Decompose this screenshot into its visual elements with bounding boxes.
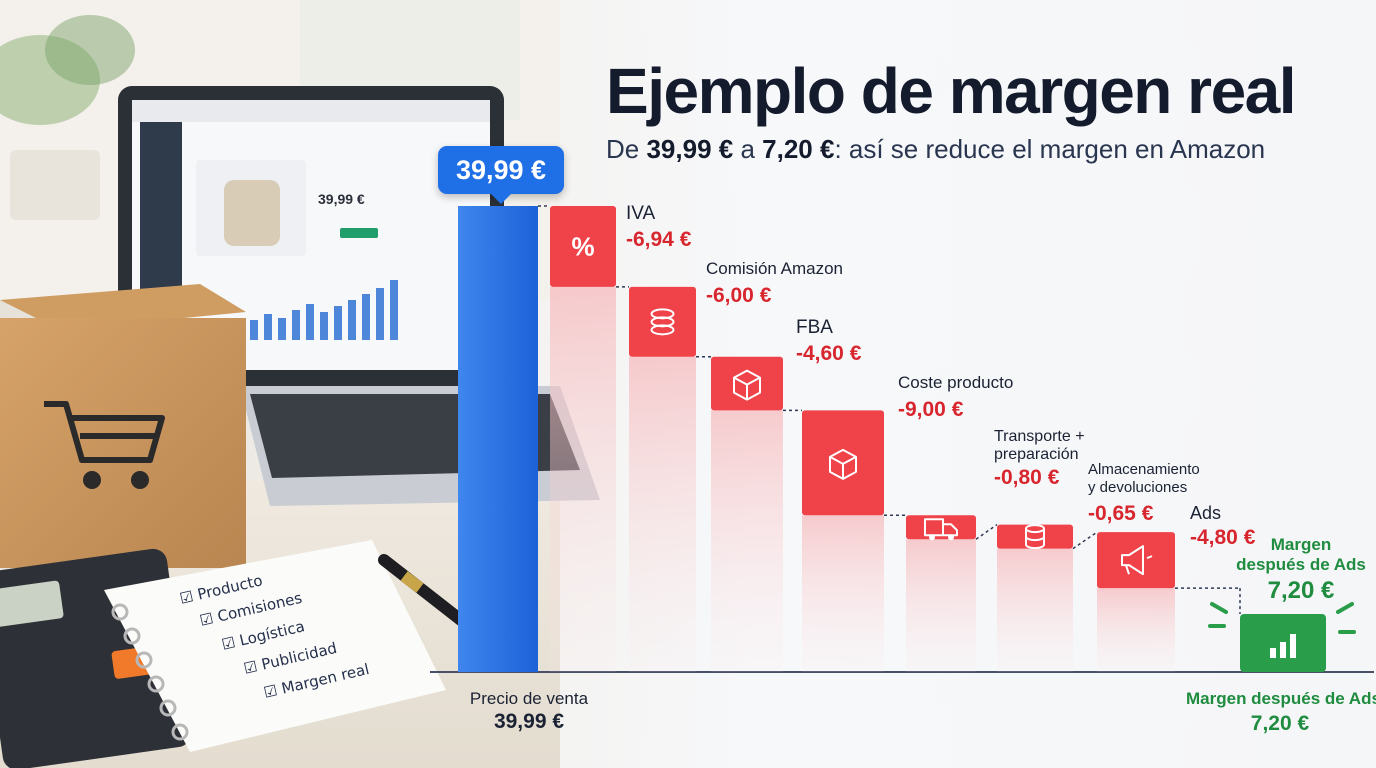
step-name: FBA	[796, 317, 833, 338]
bar-fade	[997, 548, 1073, 672]
start-value-bubble: 39,99 €	[438, 146, 564, 204]
margin-value: 7,20 €	[1267, 577, 1335, 604]
bar-chart-icon	[1290, 634, 1296, 658]
step-name: Coste producto	[898, 373, 1014, 392]
percent-icon: %	[571, 231, 594, 261]
bar-fade	[629, 356, 696, 672]
step-name: IVA	[626, 203, 656, 224]
bar-step	[1097, 532, 1175, 589]
page-title: Ejemplo de margen real	[606, 55, 1297, 127]
shopping-cart-icon	[44, 401, 165, 463]
cardboard-box	[0, 284, 246, 568]
step-value: -6,94 €	[626, 228, 692, 251]
margin-label: Margen	[1270, 535, 1332, 554]
coins-icon	[650, 324, 675, 336]
bar-fade	[1097, 588, 1175, 672]
megaphone-icon	[1146, 555, 1153, 560]
step-name: Ads	[1190, 503, 1222, 523]
bar-fade	[906, 539, 976, 672]
step-name: Comisión Amazon	[706, 259, 844, 278]
sparkle-mark	[1210, 602, 1228, 614]
step-value: -4,80 €	[1190, 526, 1256, 549]
megaphone-icon	[1121, 545, 1144, 576]
step-name: y devoluciones	[1088, 479, 1188, 496]
end-footer-value: 7,20 €	[1250, 712, 1310, 735]
database-icon	[1025, 536, 1045, 542]
end-footer-label: Margen después de Ads	[1186, 689, 1376, 708]
bar-step	[550, 206, 616, 287]
database-icon	[1025, 528, 1045, 550]
box-icon	[733, 369, 761, 401]
step-name: preparación	[994, 446, 1079, 463]
step-value: -0,80 €	[994, 466, 1060, 489]
bar-fade	[711, 410, 783, 672]
sparkle-mark	[1336, 602, 1354, 614]
margin-label: después de Ads	[1236, 555, 1366, 574]
plant-icon	[0, 15, 135, 220]
bar-step	[906, 515, 976, 540]
page-subtitle: De 39,99 € a 7,20 €: así se reduce el ma…	[606, 134, 1266, 164]
start-footer-label: Precio de venta	[469, 689, 589, 708]
truck-icon	[948, 534, 954, 541]
bar-step	[629, 286, 696, 357]
bar-chart-icon	[1270, 648, 1276, 658]
bar-step	[997, 524, 1073, 549]
database-icon	[1025, 524, 1045, 534]
connector-line	[1072, 531, 1098, 550]
step-value: -6,00 €	[706, 284, 772, 307]
connector-line	[975, 523, 998, 540]
truck-icon	[924, 518, 958, 537]
box-icon	[829, 448, 857, 480]
start-footer-value: 39,99 €	[493, 710, 565, 733]
step-value: -9,00 €	[898, 398, 964, 421]
bar-fade	[550, 286, 616, 672]
step-value: -4,60 €	[796, 342, 862, 365]
truck-icon	[929, 534, 935, 541]
step-name: Almacenamiento	[1088, 461, 1200, 478]
bar-chart-icon	[1280, 642, 1286, 658]
step-name: Transporte +	[994, 428, 1085, 445]
notepad	[104, 540, 446, 752]
step-value: -0,65 €	[1088, 502, 1154, 525]
bar-fade	[802, 515, 884, 672]
laptop-screen-price: 39,99 €	[318, 191, 365, 207]
bar-start	[458, 206, 538, 672]
